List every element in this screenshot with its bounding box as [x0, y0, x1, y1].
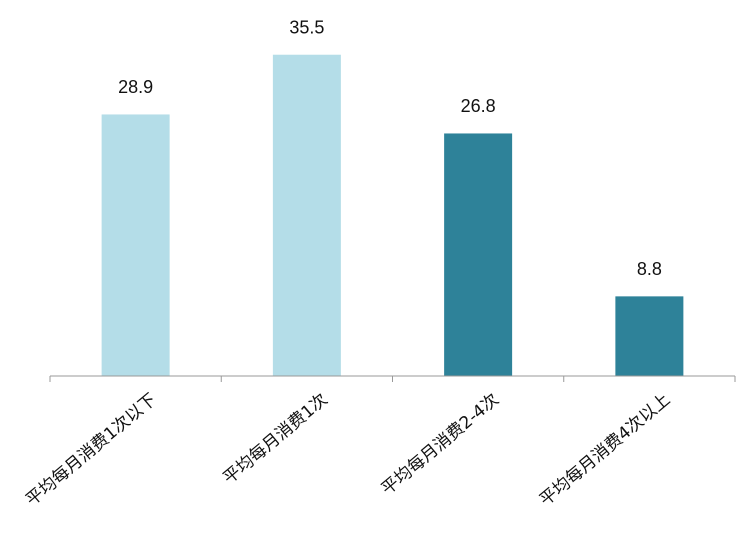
- value-label: 26.8: [461, 96, 496, 116]
- bar: [444, 133, 513, 376]
- value-label: 8.8: [637, 259, 662, 279]
- x-tick-label: 平均每月消费2-4次: [378, 390, 503, 500]
- x-tick-label: 平均每月消费4次以上: [536, 390, 674, 511]
- bar: [272, 54, 341, 376]
- value-label: 28.9: [118, 77, 153, 97]
- value-label: 35.5: [289, 17, 324, 37]
- bar: [101, 114, 170, 376]
- x-tick-label: 平均每月消费1次以下: [22, 390, 160, 511]
- x-tick-label: 平均每月消费1次: [219, 390, 331, 489]
- bar: [615, 296, 684, 376]
